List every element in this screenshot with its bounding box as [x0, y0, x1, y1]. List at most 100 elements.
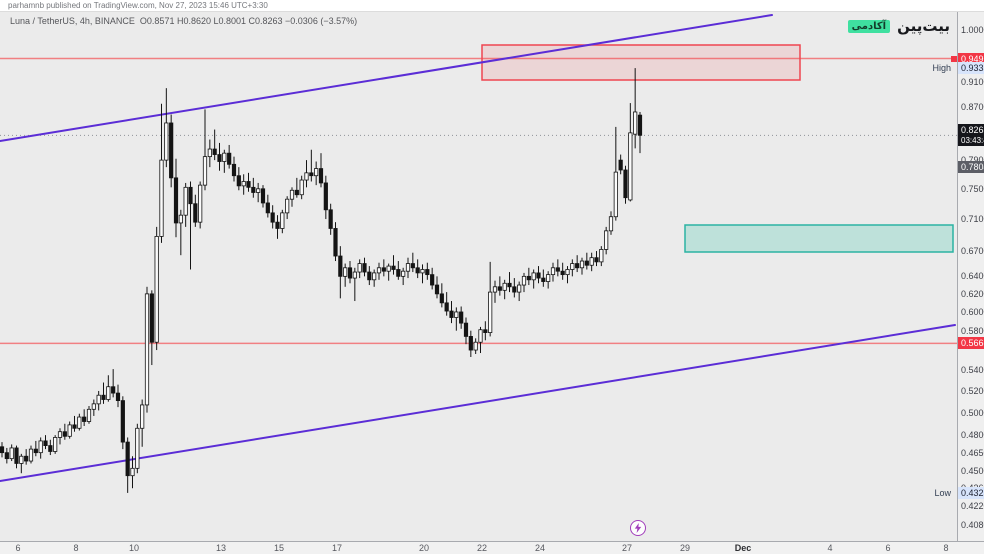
candle-body [628, 132, 633, 201]
candle-body [483, 329, 488, 333]
channel-bottom-trendline[interactable] [0, 324, 956, 482]
candle-body [86, 408, 92, 422]
candle-body [599, 249, 604, 263]
candle-body [623, 169, 628, 199]
candle-body [53, 437, 58, 452]
candle-body [468, 336, 473, 351]
time-tick-label: 29 [679, 543, 690, 553]
price-badge-0.7804: 0.7804 [958, 160, 984, 173]
candle-body [318, 168, 324, 184]
time-tick-label: 27 [621, 543, 632, 553]
candle-body [178, 214, 183, 224]
candle-body [193, 203, 198, 223]
symbol-legend: Luna / TetherUS, 4h, BINANCE O0.8571 H0.… [10, 16, 357, 26]
brand-name: بیت‌پین [897, 17, 950, 35]
candle-body [415, 267, 420, 274]
candle-body [362, 263, 367, 273]
candle-body [565, 269, 570, 276]
high-marker-label: High [932, 63, 951, 73]
candle-body [198, 184, 203, 223]
candle-body [275, 221, 280, 229]
channel-top-trendline[interactable] [0, 14, 773, 142]
candle-body [24, 455, 29, 462]
candle-body [584, 260, 589, 266]
candle-body [594, 257, 599, 263]
time-tick-label: 6 [15, 543, 21, 553]
candle-body [507, 282, 512, 288]
candle-body [294, 189, 299, 196]
candle-body [265, 202, 270, 214]
candle-body [541, 277, 546, 282]
candle-body [285, 198, 290, 214]
candle-body [454, 311, 459, 318]
price-badge-0.4323: 0.4323 [958, 486, 984, 499]
supply-zone-box[interactable] [481, 44, 801, 81]
candle-body [444, 302, 449, 312]
candle-body [159, 159, 164, 237]
candle-body [183, 186, 188, 216]
candle-body [106, 386, 111, 400]
candle-body [488, 291, 493, 333]
candle-body [575, 263, 580, 269]
candle-body [430, 274, 435, 286]
candle-body [48, 445, 53, 452]
price-tick-label: 0.7900 [961, 155, 984, 165]
candle-body [555, 267, 560, 272]
line-anchor-handle[interactable] [951, 56, 957, 62]
lightning-icon [634, 523, 642, 533]
candle-body [120, 400, 125, 443]
time-tick-label: 8 [73, 543, 79, 553]
time-tick-label: 22 [476, 543, 487, 553]
candle-body [62, 431, 67, 437]
time-tick-label: 6 [885, 543, 891, 553]
time-tick-label: 10 [128, 543, 139, 553]
demand-zone-box[interactable] [684, 224, 954, 253]
time-tick-label: 4 [827, 543, 833, 553]
time-tick-label: Dec [734, 543, 752, 553]
time-tick-label: 24 [534, 543, 545, 553]
candle-body [96, 394, 101, 405]
candle-body [367, 271, 372, 281]
candle-body [270, 212, 275, 223]
candle-body [251, 186, 256, 193]
academy-chip: آکادمی [847, 19, 891, 33]
idea-flash-marker[interactable] [630, 520, 646, 536]
candle-body [236, 175, 241, 187]
candle-body [188, 186, 193, 205]
candle-body [376, 267, 382, 274]
candle-body [459, 311, 464, 324]
candle-body [401, 270, 406, 277]
publish-bar: parhamnb published on TradingView.com, N… [0, 0, 984, 12]
candle-body [82, 416, 87, 422]
candle-body [125, 441, 130, 477]
candle-body [396, 269, 401, 277]
low-marker-label: Low [934, 488, 951, 498]
time-tick-label: 17 [331, 543, 342, 553]
chart-plot-area[interactable]: High Low [0, 11, 957, 541]
candle-body [637, 114, 643, 136]
candle-body [579, 260, 585, 269]
candle-body [604, 230, 609, 250]
ohlc-values: O0.8571 H0.8620 L0.8001 C0.8263 −0.0306 … [139, 16, 358, 26]
candle-body [560, 270, 565, 276]
candle-body [492, 286, 498, 293]
candle-body [352, 271, 357, 279]
candle-body [227, 152, 232, 165]
bar-close-countdown: 03:43:4 [961, 136, 984, 146]
time-axis[interactable]: 6 8 10 13 15 17 20 22 24 27 29 Dec 4 6 8 [0, 541, 984, 554]
candle-body [381, 267, 386, 272]
candle-body [372, 272, 377, 281]
